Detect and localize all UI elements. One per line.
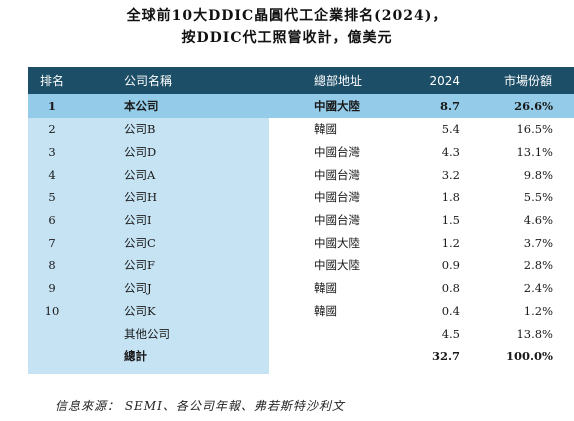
share-cell: 4.6% (523, 213, 553, 228)
share-cell: 26.6% (514, 99, 553, 113)
table-body: 1 本公司 中國大陸 8.7 26.6% 2 公司B 韓國 5.4 16.5% … (28, 94, 574, 368)
share-cell: 16.5% (516, 122, 553, 137)
rank-name-shading (28, 67, 269, 374)
hq-cell: 中國大陸 (314, 99, 360, 113)
header-rank: 排名 (39, 74, 64, 88)
source-note: 信息來源： SEMI、各公司年報、弗若斯特沙利文 (55, 399, 345, 413)
revenue-cell: 0.4 (441, 303, 460, 318)
rank-cell: 5 (48, 190, 56, 205)
share-cell: 1.2% (523, 303, 553, 318)
rank-cell: 9 (48, 281, 56, 296)
rank-cell: 7 (48, 235, 56, 250)
company-cell: 本公司 (124, 99, 159, 113)
table-row: 7 公司C 中國大陸 1.2 3.7% (28, 231, 574, 254)
share-cell: 9.8% (523, 167, 553, 182)
hq-cell: 中國台灣 (314, 213, 360, 228)
company-cell: 公司J (124, 281, 152, 296)
table-header: 排名 公司名稱 總部地址 2024 市場份額 (28, 67, 574, 94)
rank-cell (28, 345, 76, 368)
header-name: 公司名稱 (124, 74, 173, 88)
revenue-cell: 1.5 (441, 213, 460, 228)
title-line-1: 全球前10大DDIC晶圓代工企業排名(2024)， (126, 8, 448, 24)
rank-cell: 6 (48, 213, 56, 228)
company-cell: 公司K (124, 303, 156, 318)
table-row: 8 公司F 中國大陸 0.9 2.8% (28, 254, 574, 277)
company-cell: 公司B (124, 122, 156, 137)
share-cell: 2.8% (523, 258, 553, 273)
share-cell: 100.0% (506, 349, 553, 364)
revenue-cell: 1.2 (441, 235, 460, 250)
revenue-cell: 1.8 (441, 190, 460, 205)
share-cell: 3.7% (523, 235, 553, 250)
rank-cell: 1 (47, 99, 56, 113)
company-cell: 公司I (124, 213, 152, 228)
table-row: 1 本公司 中國大陸 8.7 26.6% (28, 94, 574, 118)
rank-cell: 10 (44, 303, 60, 318)
hq-cell: 中國台灣 (314, 190, 360, 205)
header-hq: 總部地址 (314, 74, 363, 88)
share-cell: 5.5% (523, 190, 553, 205)
ranking-table: 排名 公司名稱 總部地址 2024 市場份額 1 本公司 中國大陸 8.7 26… (28, 67, 574, 374)
hq-cell: 中國台灣 (314, 167, 360, 182)
title-line-2: 按DDIC代工照嘗收計，億美元 (181, 30, 393, 46)
company-cell: 公司C (124, 235, 156, 250)
table-row: 9 公司J 韓國 0.8 2.4% (28, 277, 574, 300)
company-cell: 其他公司 (124, 326, 170, 341)
hq-cell: 中國大陸 (314, 258, 360, 273)
company-cell: 公司A (124, 167, 156, 182)
revenue-cell: 32.7 (431, 349, 460, 364)
table-row-total: 總計 32.7 100.0% (28, 345, 574, 368)
table-row: 4 公司A 中國台灣 3.2 9.8% (28, 163, 574, 186)
table-row: 2 公司B 韓國 5.4 16.5% (28, 118, 574, 141)
share-cell: 2.4% (523, 281, 553, 296)
rank-cell: 4 (48, 167, 56, 182)
revenue-cell: 0.8 (441, 281, 460, 296)
header-share: 市場份額 (504, 74, 553, 88)
revenue-cell: 3.2 (441, 167, 460, 182)
share-cell: 13.1% (516, 145, 553, 160)
company-cell: 公司D (124, 145, 157, 160)
revenue-cell: 5.4 (441, 122, 460, 137)
table-row: 3 公司D 中國台灣 4.3 13.1% (28, 141, 574, 164)
revenue-cell: 4.5 (441, 326, 460, 341)
table-row-others: 其他公司 4.5 13.8% (28, 322, 574, 345)
table-row: 10 公司K 韓國 0.4 1.2% (28, 300, 574, 323)
company-cell: 總計 (124, 349, 147, 364)
table-row: 6 公司I 中國台灣 1.5 4.6% (28, 209, 574, 232)
rank-cell: 2 (48, 122, 56, 137)
hq-cell: 中國大陸 (314, 235, 360, 250)
rank-cell (28, 322, 76, 345)
share-cell: 13.8% (516, 326, 553, 341)
hq-cell: 韓國 (314, 281, 337, 296)
highlight-row-shading (28, 94, 574, 118)
company-cell: 公司H (124, 190, 158, 205)
table-row: 5 公司H 中國台灣 1.8 5.5% (28, 186, 574, 209)
revenue-cell: 8.7 (439, 99, 460, 113)
revenue-cell: 0.9 (441, 258, 460, 273)
hq-cell: 中國台灣 (314, 145, 360, 160)
revenue-cell: 4.3 (441, 145, 460, 160)
company-cell: 公司F (124, 258, 155, 273)
header-year: 2024 (429, 73, 460, 88)
hq-cell: 韓國 (314, 122, 337, 137)
hq-cell: 韓國 (314, 303, 337, 318)
rank-cell: 8 (48, 258, 56, 273)
rank-cell: 3 (48, 145, 56, 160)
